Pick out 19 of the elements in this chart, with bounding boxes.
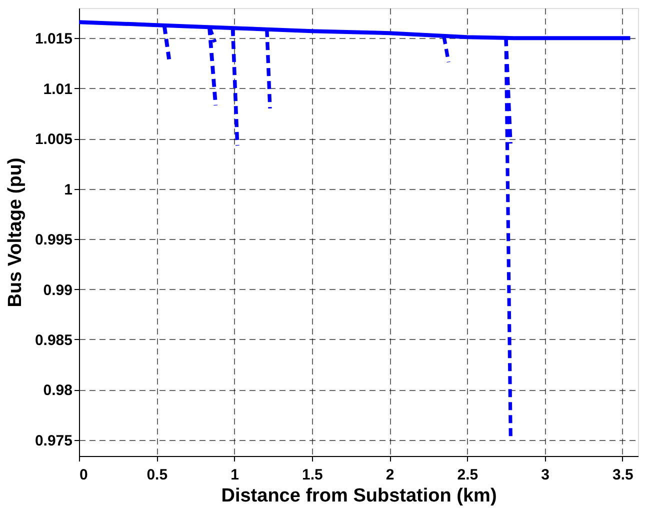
y-tick-label: 1.005 [34, 131, 72, 148]
y-tick-label: 0.98 [43, 382, 72, 400]
x-tick-label: 3.5 [612, 466, 634, 484]
y-tick-label: 1 [64, 181, 72, 198]
x-tick-label: 1.5 [302, 466, 323, 484]
y-tick-label: 0.995 [34, 232, 72, 249]
y-axis-title: Bus Voltage (pu) [4, 158, 26, 308]
x-axis-title: Distance from Substation (km) [221, 486, 497, 506]
y-tick-label: 0.975 [34, 432, 72, 450]
x-tick-label: 2.5 [457, 466, 478, 484]
y-tick-label: 0.99 [43, 282, 72, 299]
y-tick-label: 0.985 [34, 332, 72, 349]
x-tick-label: 0 [80, 466, 88, 484]
y-tick-label: 1.01 [43, 80, 72, 98]
x-tick-label: 3 [541, 466, 550, 484]
x-tick-label: 1 [230, 466, 239, 484]
x-tick-label: 0.5 [146, 466, 168, 484]
x-tick-label: 2 [386, 466, 394, 484]
y-tick-label: 1.015 [34, 30, 72, 48]
